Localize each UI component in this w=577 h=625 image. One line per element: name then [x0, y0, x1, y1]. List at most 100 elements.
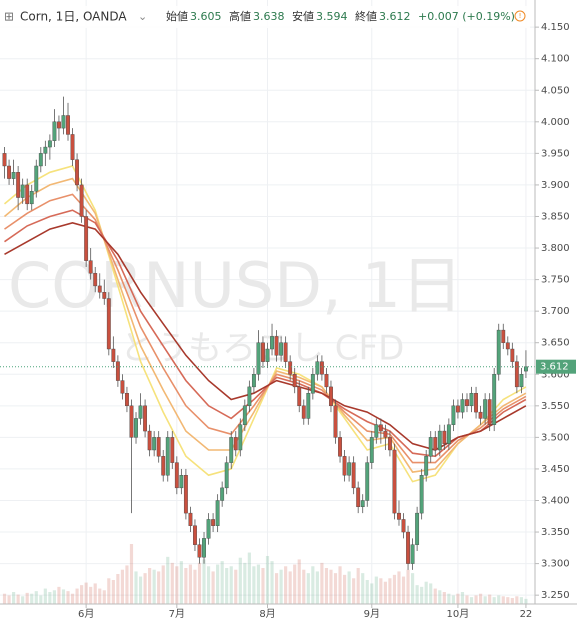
volume-bar	[515, 596, 519, 604]
candle-body	[220, 487, 225, 501]
volume-bar	[293, 564, 297, 604]
candle-body	[478, 411, 483, 419]
symbol[interactable]: Corn, 1日, OANDA	[20, 10, 127, 24]
volume-bar	[365, 580, 369, 604]
volume-bar	[102, 590, 106, 604]
volume-bar	[234, 569, 238, 604]
y-tick-label: 3.450	[541, 464, 570, 475]
candle-body	[437, 430, 442, 451]
candle-body	[247, 386, 252, 407]
volume-bar	[315, 571, 319, 604]
candle-body	[97, 285, 102, 293]
candle-body	[519, 374, 524, 388]
volume-bar	[288, 571, 292, 604]
volume-bar	[415, 585, 419, 604]
volume-bar	[397, 571, 401, 604]
volume-bar	[252, 566, 256, 604]
volume-bar	[70, 593, 75, 604]
volume-bar	[519, 597, 523, 604]
volume-bar	[338, 566, 342, 604]
volume-bar	[320, 562, 324, 604]
low-label: 安値	[292, 9, 314, 23]
menu-icon[interactable]: ⊞	[4, 10, 14, 24]
y-tick-label: 4.150	[541, 22, 570, 33]
candle-body	[387, 437, 392, 451]
open-label: 始値	[166, 9, 188, 23]
volume-bar	[120, 569, 125, 604]
y-tick-label: 3.950	[541, 148, 570, 159]
volume-bar	[116, 574, 120, 604]
volume-bar	[460, 592, 465, 604]
volume-bar	[383, 581, 387, 604]
y-tick-label: 3.350	[541, 527, 570, 538]
candle-body	[365, 462, 370, 501]
candle-body	[20, 184, 25, 198]
candle-body	[106, 298, 111, 350]
candle-body	[134, 418, 138, 438]
volume-bar	[238, 557, 242, 604]
volume-bar	[21, 596, 25, 604]
volume-bar	[420, 586, 424, 604]
volume-bar	[342, 574, 347, 604]
candle-body	[156, 437, 161, 457]
volume-bar	[75, 588, 79, 604]
volume-bar	[524, 598, 528, 604]
volume-bar	[175, 566, 179, 604]
x-tick-label: 10月	[447, 608, 470, 620]
alert-icon[interactable]	[514, 10, 526, 22]
candle-body	[274, 336, 279, 356]
volume-bar	[84, 582, 88, 604]
volume-bar	[148, 568, 152, 604]
candle-body	[514, 361, 519, 388]
volume-bar	[501, 596, 505, 604]
y-tick-label: 3.500	[541, 432, 570, 443]
x-tick-label: 6月	[78, 608, 94, 620]
candle-body	[410, 544, 415, 564]
y-tick-label: 3.400	[541, 495, 570, 506]
volume-bar	[247, 552, 251, 604]
y-tick-label: 3.550	[541, 401, 570, 412]
candle-body	[465, 399, 469, 407]
candle-body	[57, 121, 61, 129]
header-bg	[0, 6, 530, 28]
volume-bar	[392, 574, 397, 604]
candle-body	[38, 153, 43, 167]
candle-body	[433, 437, 438, 451]
x-tick-label: 7月	[169, 608, 185, 620]
volume-bar	[456, 593, 460, 604]
volume-bar	[361, 573, 365, 604]
volume-bar	[442, 592, 446, 604]
volume-bar	[129, 544, 134, 604]
volume-bar	[265, 556, 270, 604]
candle-body	[2, 153, 7, 167]
volume-bar	[229, 566, 233, 604]
candle-body	[333, 405, 338, 438]
high-label: 高値	[229, 9, 251, 23]
candle-body	[406, 531, 410, 564]
volume-bar	[469, 597, 474, 604]
y-tick-label: 3.750	[541, 275, 570, 286]
volume-bar	[225, 568, 229, 604]
candle-body	[419, 475, 424, 514]
volume-bar	[424, 581, 428, 604]
candle-body	[125, 392, 129, 407]
volume-bar	[329, 569, 333, 604]
volume-bar	[107, 578, 111, 604]
dropdown[interactable]: ⌄	[138, 10, 147, 23]
candle-body	[383, 430, 388, 438]
volume-bar	[479, 593, 483, 604]
candle-body	[206, 519, 211, 539]
candle-body	[279, 342, 284, 356]
volume-bar	[184, 568, 188, 604]
volume-bar	[243, 562, 247, 604]
volume-bar	[111, 580, 115, 604]
volume-bar	[202, 559, 206, 604]
candle-body	[61, 115, 66, 129]
volume-bar	[406, 569, 410, 604]
candle-body	[34, 165, 39, 192]
volume-bar	[98, 588, 102, 604]
candle-body	[16, 172, 21, 198]
candle-body	[505, 342, 510, 350]
last-price-label: 3.612	[540, 362, 569, 373]
candle-body	[79, 184, 84, 217]
